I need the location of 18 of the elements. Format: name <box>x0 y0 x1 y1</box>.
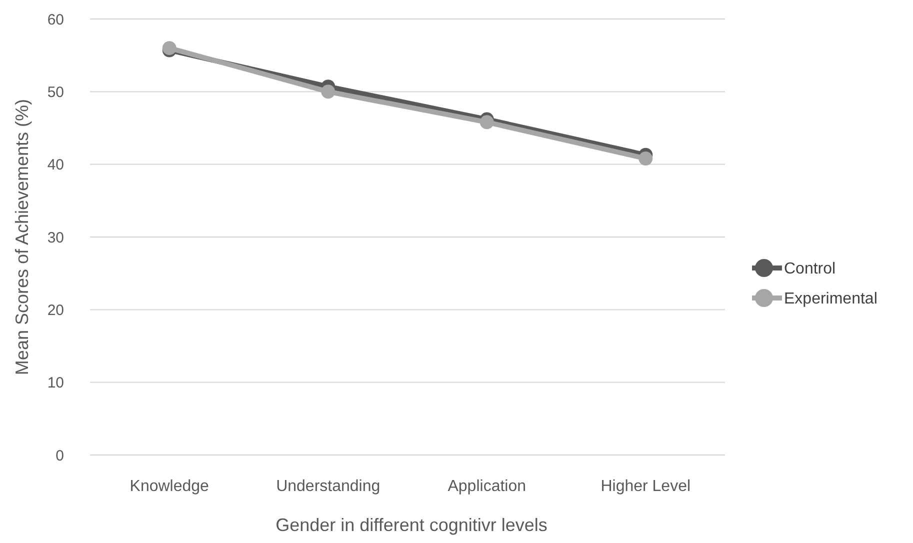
x-tick-label: Higher Level <box>600 478 691 495</box>
point <box>321 84 336 99</box>
legend-label: Experimental <box>784 290 878 308</box>
y-tick-label: 20 <box>47 302 64 319</box>
y-tick-label: 10 <box>47 374 64 392</box>
y-tick-label: 30 <box>47 229 64 246</box>
y-tick-label: 0 <box>56 447 64 464</box>
y-tick-label: 60 <box>47 11 64 28</box>
point <box>638 152 653 166</box>
x-tick-label: Understanding <box>276 478 380 495</box>
y-tick-label: 40 <box>47 156 64 174</box>
x-tick-label: Knowledge <box>130 478 210 495</box>
x-tick-label: Application <box>448 478 526 495</box>
y-tick-label: 50 <box>47 84 64 101</box>
point <box>480 115 494 130</box>
legend-label: Control <box>784 260 836 278</box>
y-axis-title: Mean Scores of Achievements (%) <box>12 98 32 376</box>
x-axis-title: Gender in different cognitivr levels <box>276 515 548 535</box>
